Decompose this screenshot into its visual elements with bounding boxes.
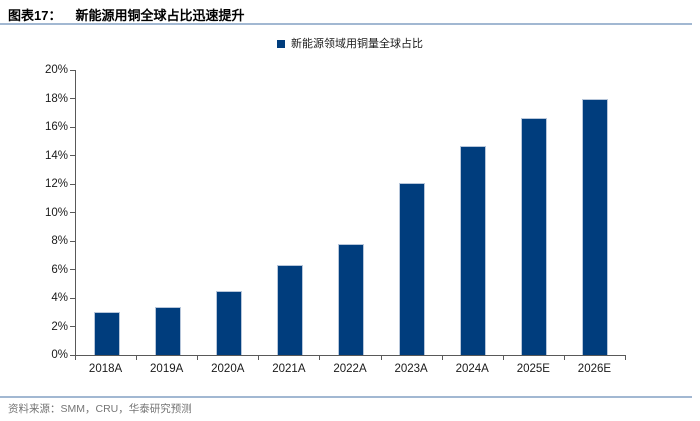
x-axis-tick [441, 356, 443, 360]
legend-label: 新能源领域用铜量全球占比 [291, 38, 423, 50]
x-axis-tick [380, 356, 382, 360]
y-axis-tick-label: 18% [44, 92, 68, 105]
x-axis-tick [197, 356, 199, 360]
y-axis-tick [70, 297, 75, 299]
bar-2025E [521, 118, 548, 355]
y-axis-tick [70, 98, 75, 99]
x-axis-label-2022A: 2022A [333, 363, 367, 375]
x-axis-tick [625, 356, 626, 360]
bar-2020A [215, 290, 242, 355]
y-axis-tick-label: 12% [44, 178, 68, 190]
x-axis-tick [258, 356, 260, 360]
legend-marker-icon [277, 40, 285, 48]
y-axis-tick-label: 20% [44, 64, 68, 76]
y-axis-tick [70, 269, 75, 270]
x-axis-label-2018A: 2018A [88, 363, 123, 375]
source-note: 资料来源：SMM，CRU，华泰研究预测 [8, 403, 192, 415]
x-axis-label-2026E: 2026E [577, 363, 612, 375]
y-axis-tick-label: 4% [51, 292, 68, 304]
y-axis-tick [70, 183, 75, 185]
y-axis-tick-label: 8% [51, 235, 68, 247]
figure-header: 图表17： 新能源用铜全球占比迅速提升 [8, 5, 244, 24]
figure-label: 图表17： [8, 8, 62, 23]
x-axis-label-2021A: 2021A [272, 363, 306, 375]
y-axis-tick [70, 212, 75, 213]
bar-2022A [338, 243, 364, 355]
legend-item: 新能源领域用铜量全球占比 [277, 37, 423, 51]
figure-title: 新能源用铜全球占比迅速提升 [75, 8, 245, 23]
x-axis-label-2024A: 2024A [455, 363, 489, 375]
bar-2018A [93, 312, 120, 355]
x-axis-label-2025E: 2025E [516, 363, 550, 375]
y-axis-tick [70, 126, 75, 128]
y-axis-tick [70, 155, 75, 156]
bar-2023A [399, 182, 426, 355]
x-axis-tick [136, 356, 138, 360]
x-axis-label-2020A: 2020A [211, 363, 245, 375]
footer-divider [0, 396, 692, 398]
y-axis-tick-label: 16% [44, 121, 68, 133]
y-axis-tick-label: 6% [51, 263, 68, 276]
y-axis-tick [70, 69, 75, 71]
bar-2026E [582, 98, 609, 355]
title-divider [0, 23, 692, 25]
y-axis-tick-label: 10% [44, 206, 68, 219]
x-axis-tick [563, 356, 565, 360]
y-axis-tick-label: 2% [51, 320, 68, 333]
y-axis-tick [70, 354, 75, 356]
x-axis-label-2019A: 2019A [150, 363, 184, 375]
y-axis-tick-label: 14% [44, 149, 68, 162]
x-axis-tick [502, 356, 504, 360]
y-axis-tick-label: 0% [51, 349, 68, 361]
bar-2021A [276, 265, 303, 355]
x-axis-label-2023A: 2023A [394, 363, 428, 375]
bar-2019A [154, 306, 181, 355]
y-axis-tick [70, 240, 75, 242]
legend: 新能源领域用铜量全球占比 [75, 37, 625, 52]
x-axis-tick [75, 356, 76, 360]
plot-area [75, 70, 626, 356]
bar-2024A [460, 145, 487, 355]
x-axis-tick [319, 356, 321, 360]
y-axis-tick [70, 326, 75, 327]
